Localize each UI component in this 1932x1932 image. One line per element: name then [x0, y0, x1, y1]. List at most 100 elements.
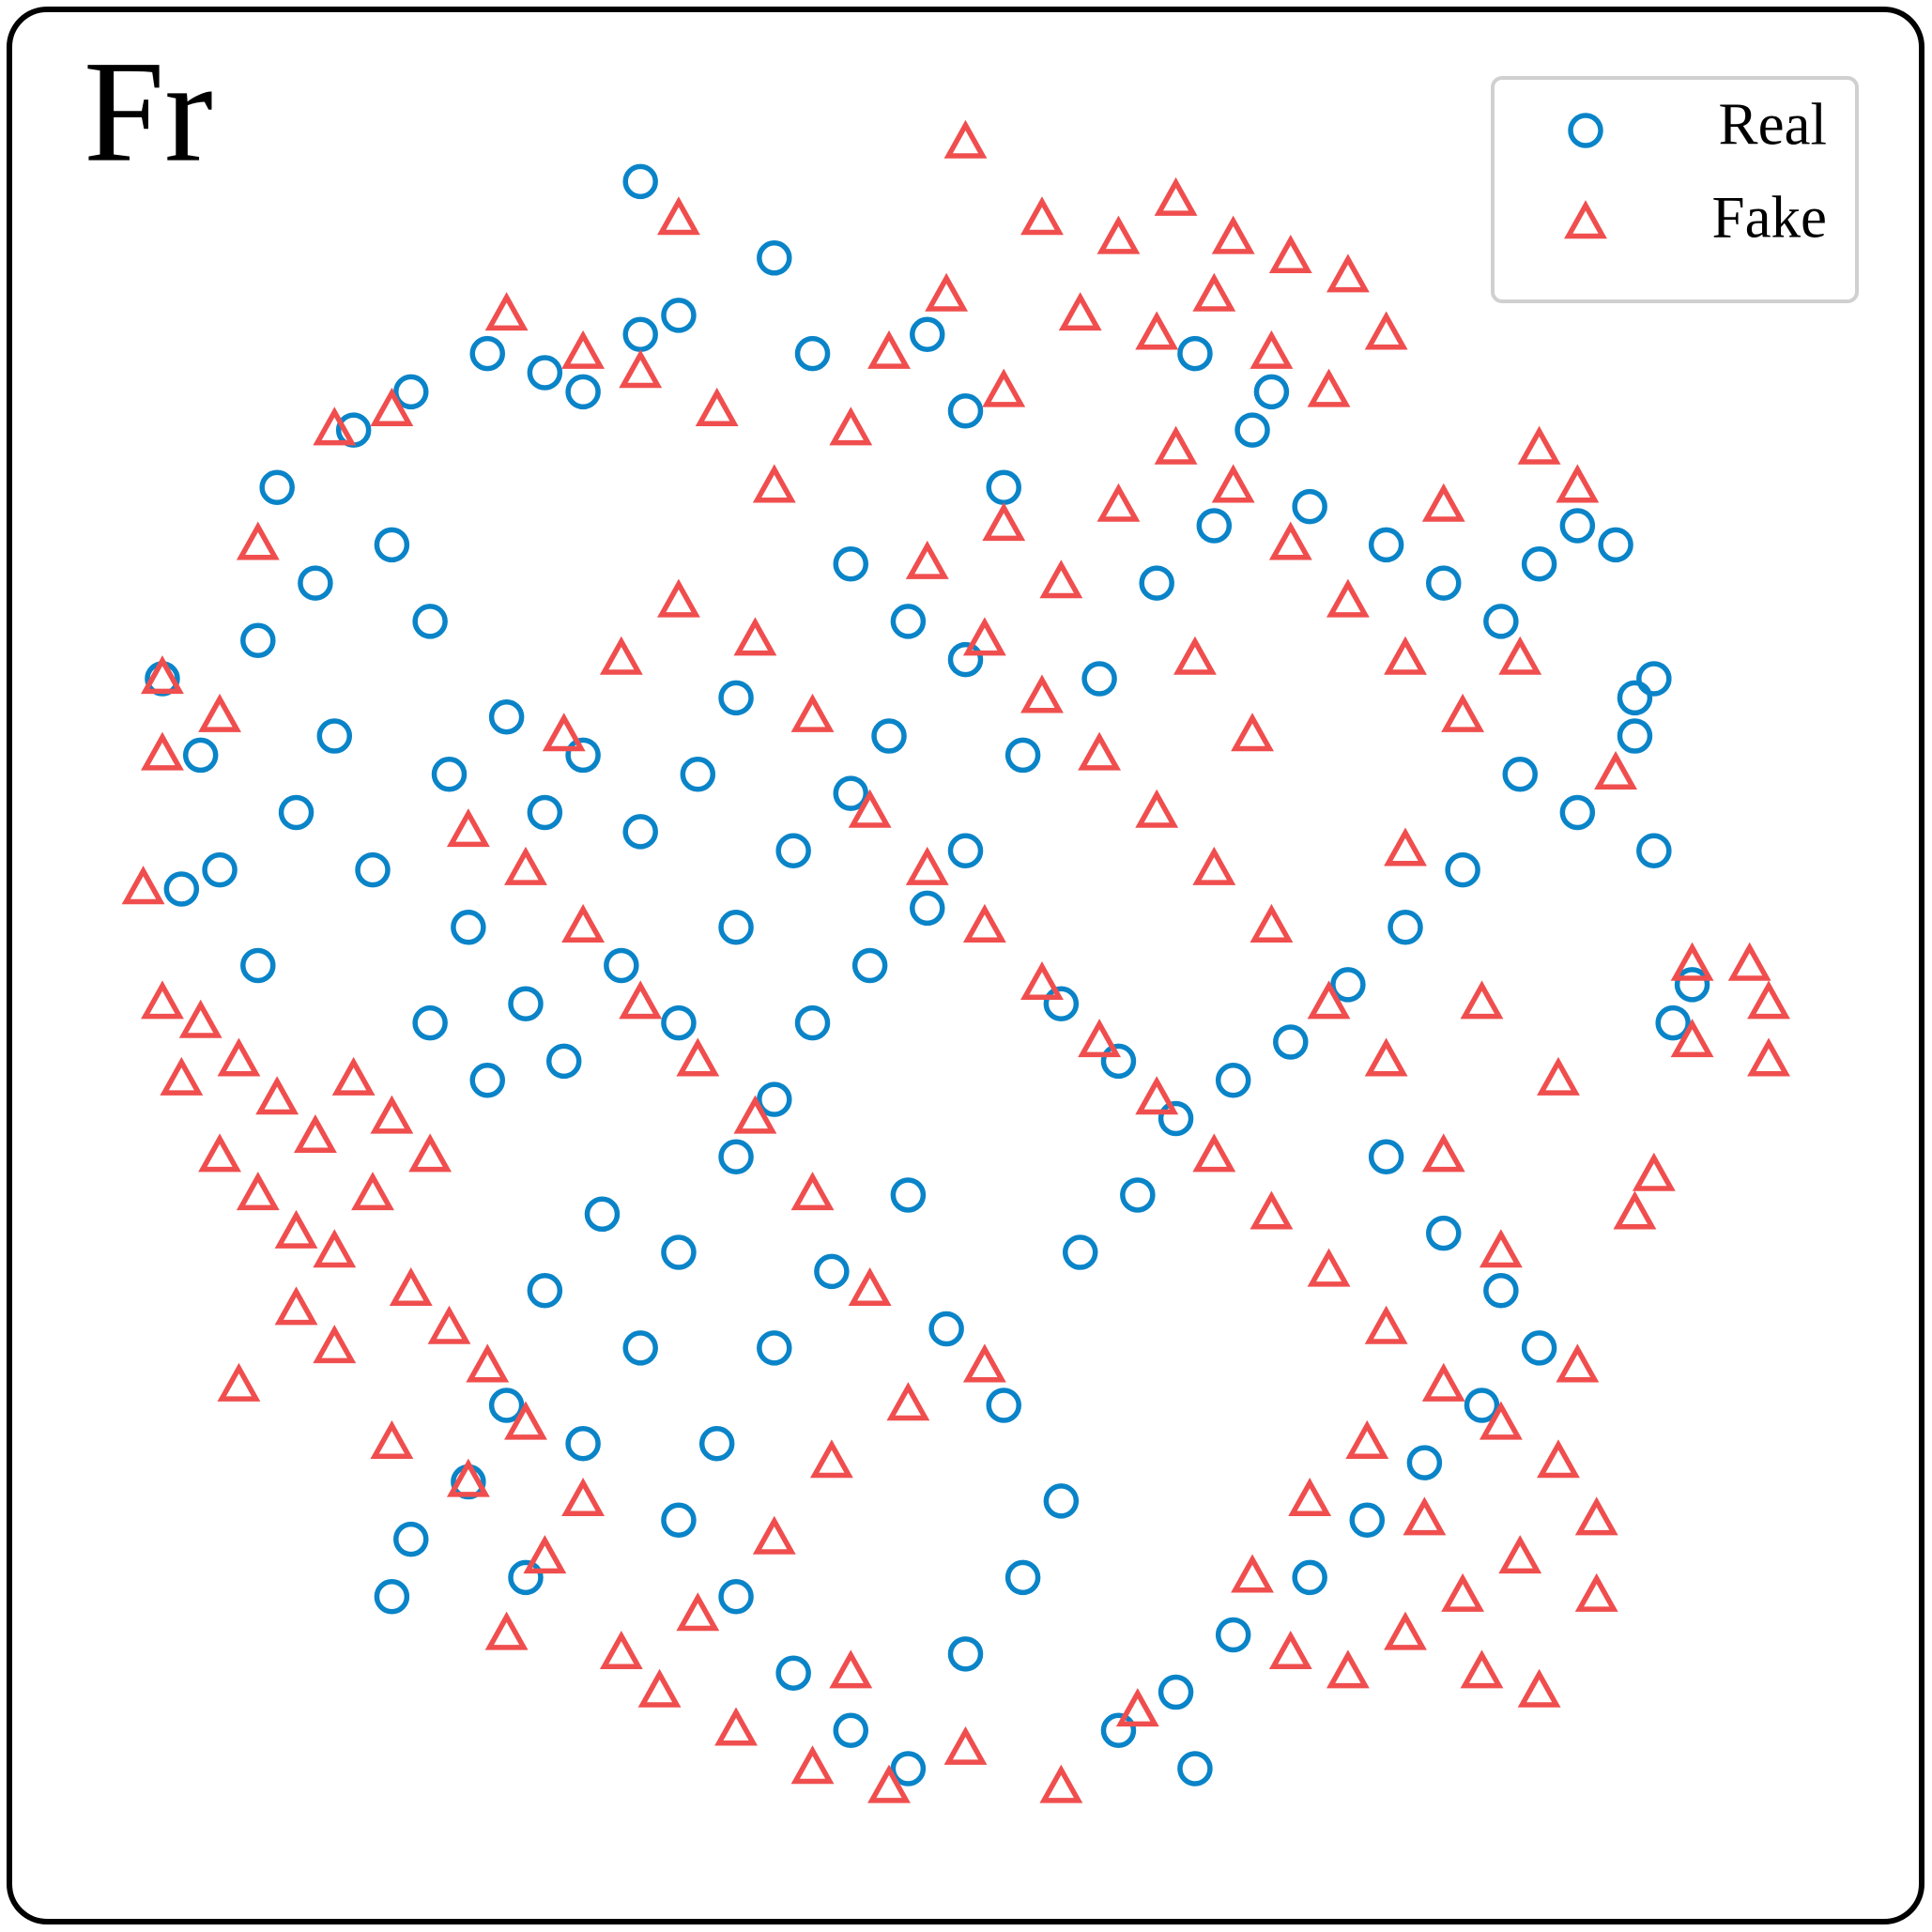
triangle-point	[1326, 1649, 1370, 1689]
circle-point	[565, 374, 601, 410]
triangle-point	[1231, 1554, 1274, 1593]
triangle-point	[1250, 1190, 1294, 1230]
triangle-point	[1460, 1649, 1504, 1689]
legend-box	[1491, 76, 1859, 303]
triangle-point	[829, 406, 873, 446]
circle-point	[622, 163, 658, 200]
circle-point	[163, 871, 200, 907]
circle-point	[757, 240, 792, 276]
triangle-point	[484, 1611, 529, 1650]
triangle-point	[1288, 1478, 1332, 1517]
circle-point	[1253, 374, 1290, 410]
triangle-point	[1268, 234, 1312, 273]
circle-point	[851, 947, 888, 984]
circle-point	[1521, 1330, 1557, 1366]
triangle-point	[733, 617, 777, 656]
triangle-point	[1020, 961, 1064, 1001]
circle-point	[527, 794, 563, 831]
legend-marker	[1568, 113, 1603, 148]
triangle-point	[1403, 1496, 1447, 1536]
triangle-point	[1384, 827, 1427, 866]
plot-area	[121, 119, 1790, 1803]
circle-point	[833, 545, 869, 582]
triangle-point	[829, 1649, 873, 1689]
circle-point	[1004, 737, 1041, 774]
circle-point	[565, 737, 601, 774]
triangle-point	[561, 330, 606, 369]
circle-point	[1426, 565, 1462, 601]
triangle-point	[676, 1037, 720, 1077]
circle-point	[775, 833, 811, 869]
circle-point	[661, 1234, 697, 1270]
circle-point	[1215, 1617, 1251, 1653]
circle-point	[508, 1559, 544, 1596]
triangle-point	[1460, 980, 1504, 1020]
circle-point	[1120, 1177, 1156, 1213]
circle-point	[604, 947, 639, 984]
triangle-point	[1268, 1630, 1312, 1670]
circle-point	[1139, 565, 1174, 601]
triangle-point	[1211, 215, 1255, 254]
circle-point	[1483, 604, 1519, 639]
triangle-point	[1345, 1419, 1389, 1459]
triangle-point	[466, 1343, 510, 1383]
triangle-point	[1135, 1076, 1179, 1115]
triangle-point	[427, 1305, 471, 1344]
circle-point	[1234, 412, 1270, 448]
triangle-point	[1747, 980, 1790, 1020]
triangle-point	[1537, 1439, 1580, 1479]
triangle-point	[236, 521, 280, 560]
circle-point	[871, 718, 907, 754]
circle-point	[661, 1004, 697, 1041]
triangle-point	[982, 368, 1026, 407]
triangle-point	[313, 1325, 357, 1364]
triangle-point	[1421, 483, 1465, 522]
triangle-point	[905, 846, 949, 885]
circle-point	[1636, 833, 1672, 869]
circle-point	[1273, 1024, 1309, 1060]
circle-point	[890, 1177, 927, 1213]
circle-point	[316, 718, 353, 754]
circle-point	[374, 1578, 410, 1615]
circle-point	[947, 641, 984, 678]
triangle-point	[657, 578, 700, 618]
circle-point	[278, 794, 314, 831]
circle-point	[947, 833, 984, 869]
circle-point	[202, 851, 238, 888]
triangle-point	[1364, 1037, 1408, 1077]
circle-point	[1426, 1215, 1462, 1251]
triangle-point	[637, 1668, 682, 1708]
circle-point	[1368, 1139, 1404, 1174]
circle-point	[928, 1311, 964, 1347]
triangle-point	[1096, 483, 1141, 522]
triangle-point	[141, 980, 184, 1020]
circle-point	[910, 316, 945, 353]
triangle-point	[619, 980, 663, 1020]
triangle-point	[1173, 636, 1217, 675]
circle-point	[986, 1388, 1021, 1423]
triangle-point	[790, 693, 835, 732]
triangle-point	[198, 693, 241, 732]
triangle-point	[848, 789, 892, 828]
triangle-point	[1096, 215, 1141, 254]
circle-point	[1559, 794, 1596, 831]
circle-point	[527, 355, 563, 391]
triangle-point	[1384, 1611, 1427, 1650]
circle-point	[259, 469, 295, 505]
triangle-point	[599, 1630, 643, 1670]
triangle-point	[1039, 560, 1083, 599]
triangle-point	[1498, 636, 1542, 675]
triangle-point	[484, 292, 529, 331]
circle-point	[298, 565, 333, 601]
triangle-point	[370, 387, 414, 426]
triangle-point	[1727, 942, 1771, 981]
triangle-point	[1135, 789, 1179, 828]
triangle-point	[943, 1725, 988, 1765]
triangle-point	[1632, 1152, 1676, 1191]
triangle-point	[121, 866, 165, 905]
circle-point	[718, 910, 754, 945]
triangle-point	[504, 846, 547, 885]
circle-point	[910, 890, 945, 927]
circle-point	[1177, 1751, 1213, 1786]
circle-point	[680, 757, 716, 792]
